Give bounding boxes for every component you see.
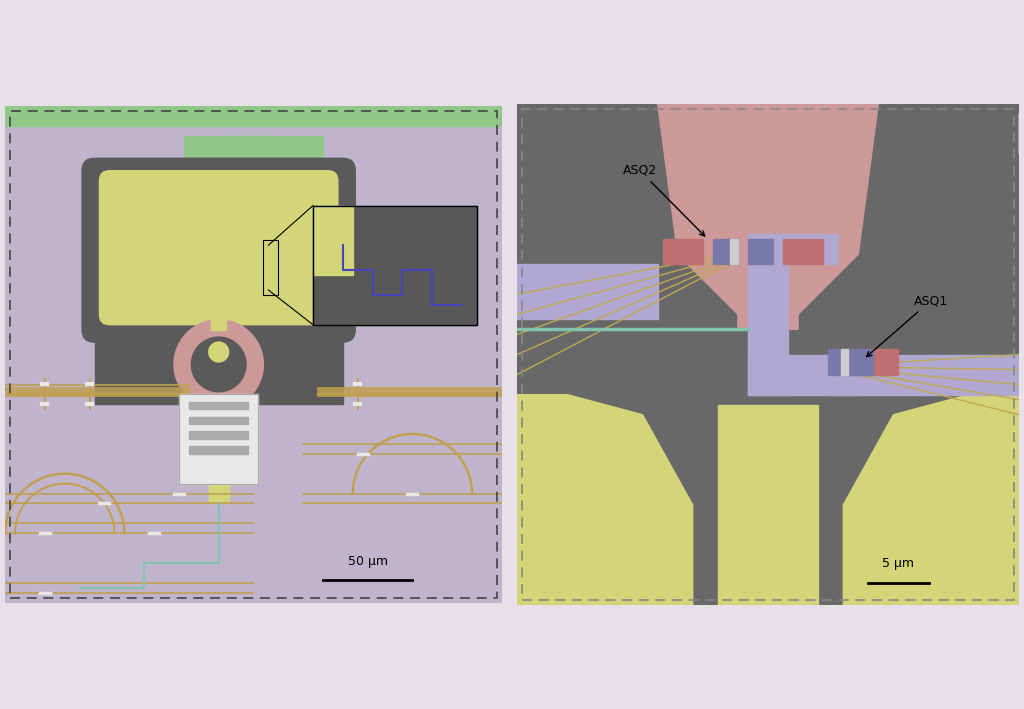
Bar bbox=[730, 239, 738, 264]
Bar bbox=[188, 447, 249, 454]
Polygon shape bbox=[174, 320, 263, 409]
Polygon shape bbox=[657, 104, 879, 330]
Polygon shape bbox=[1019, 113, 1024, 304]
Bar bbox=[94, 320, 343, 404]
Bar bbox=[209, 404, 228, 503]
Bar bbox=[188, 432, 249, 439]
Bar bbox=[184, 136, 323, 161]
Text: ASQ1: ASQ1 bbox=[866, 294, 948, 357]
FancyBboxPatch shape bbox=[99, 171, 338, 325]
Bar bbox=[748, 239, 773, 264]
Bar bbox=[188, 417, 249, 424]
Polygon shape bbox=[199, 404, 239, 434]
Bar bbox=[663, 239, 702, 264]
Text: 50 μm: 50 μm bbox=[348, 555, 388, 568]
Bar bbox=[748, 234, 839, 264]
Text: ASQ2: ASQ2 bbox=[623, 164, 705, 236]
Bar bbox=[313, 206, 477, 325]
Bar bbox=[748, 354, 858, 395]
Polygon shape bbox=[517, 395, 692, 605]
Bar bbox=[828, 354, 1024, 395]
Bar bbox=[313, 206, 352, 275]
Bar bbox=[783, 239, 823, 264]
Bar bbox=[179, 394, 258, 484]
Polygon shape bbox=[209, 342, 228, 362]
Bar bbox=[841, 350, 848, 374]
Bar bbox=[858, 350, 898, 374]
Bar bbox=[211, 310, 226, 330]
Bar bbox=[233, 136, 273, 206]
Bar bbox=[188, 402, 249, 409]
Bar bbox=[179, 394, 258, 484]
Bar bbox=[713, 239, 738, 264]
Polygon shape bbox=[844, 395, 1019, 605]
Bar bbox=[718, 405, 818, 605]
Bar bbox=[848, 350, 873, 374]
Bar bbox=[517, 264, 657, 319]
FancyBboxPatch shape bbox=[82, 158, 355, 342]
Polygon shape bbox=[191, 337, 246, 392]
Text: 5 μm: 5 μm bbox=[883, 557, 914, 570]
Bar bbox=[5, 106, 502, 126]
Bar bbox=[263, 240, 279, 295]
Bar bbox=[313, 206, 477, 325]
Bar bbox=[828, 350, 853, 374]
Bar bbox=[748, 244, 788, 395]
